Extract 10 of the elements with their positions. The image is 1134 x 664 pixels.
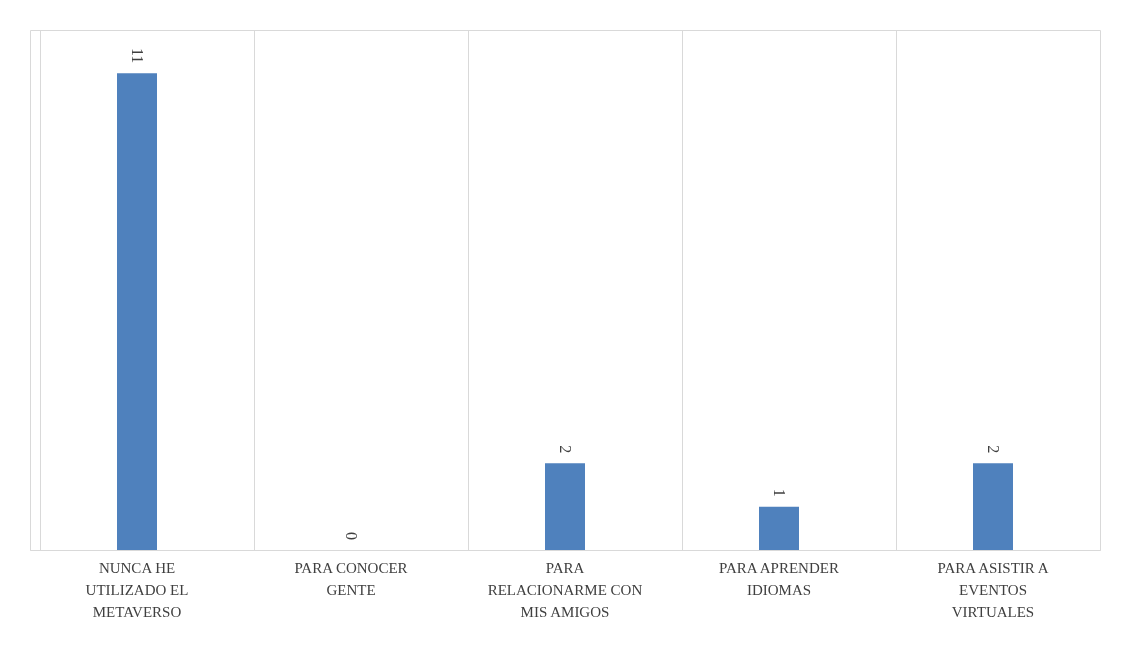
data-label: 2 xyxy=(557,445,574,454)
data-label: 1 xyxy=(771,488,788,497)
x-tick-label: PARA CONOCER GENTE xyxy=(294,559,408,598)
data-label: 0 xyxy=(343,532,360,540)
x-tick-label: PARA ASISTIR A EVENTOS VIRTUALES xyxy=(937,559,1049,620)
x-tick-label: NUNCA HE UTILIZADO EL METAVERSO xyxy=(85,559,189,620)
x-tick-label: PARA RELACIONARME CON MIS AMIGOS xyxy=(487,559,643,620)
data-label: 11 xyxy=(129,47,146,64)
data-label: 2 xyxy=(985,445,1002,454)
x-tick-label: PARA APRENDER IDIOMAS xyxy=(719,559,839,598)
